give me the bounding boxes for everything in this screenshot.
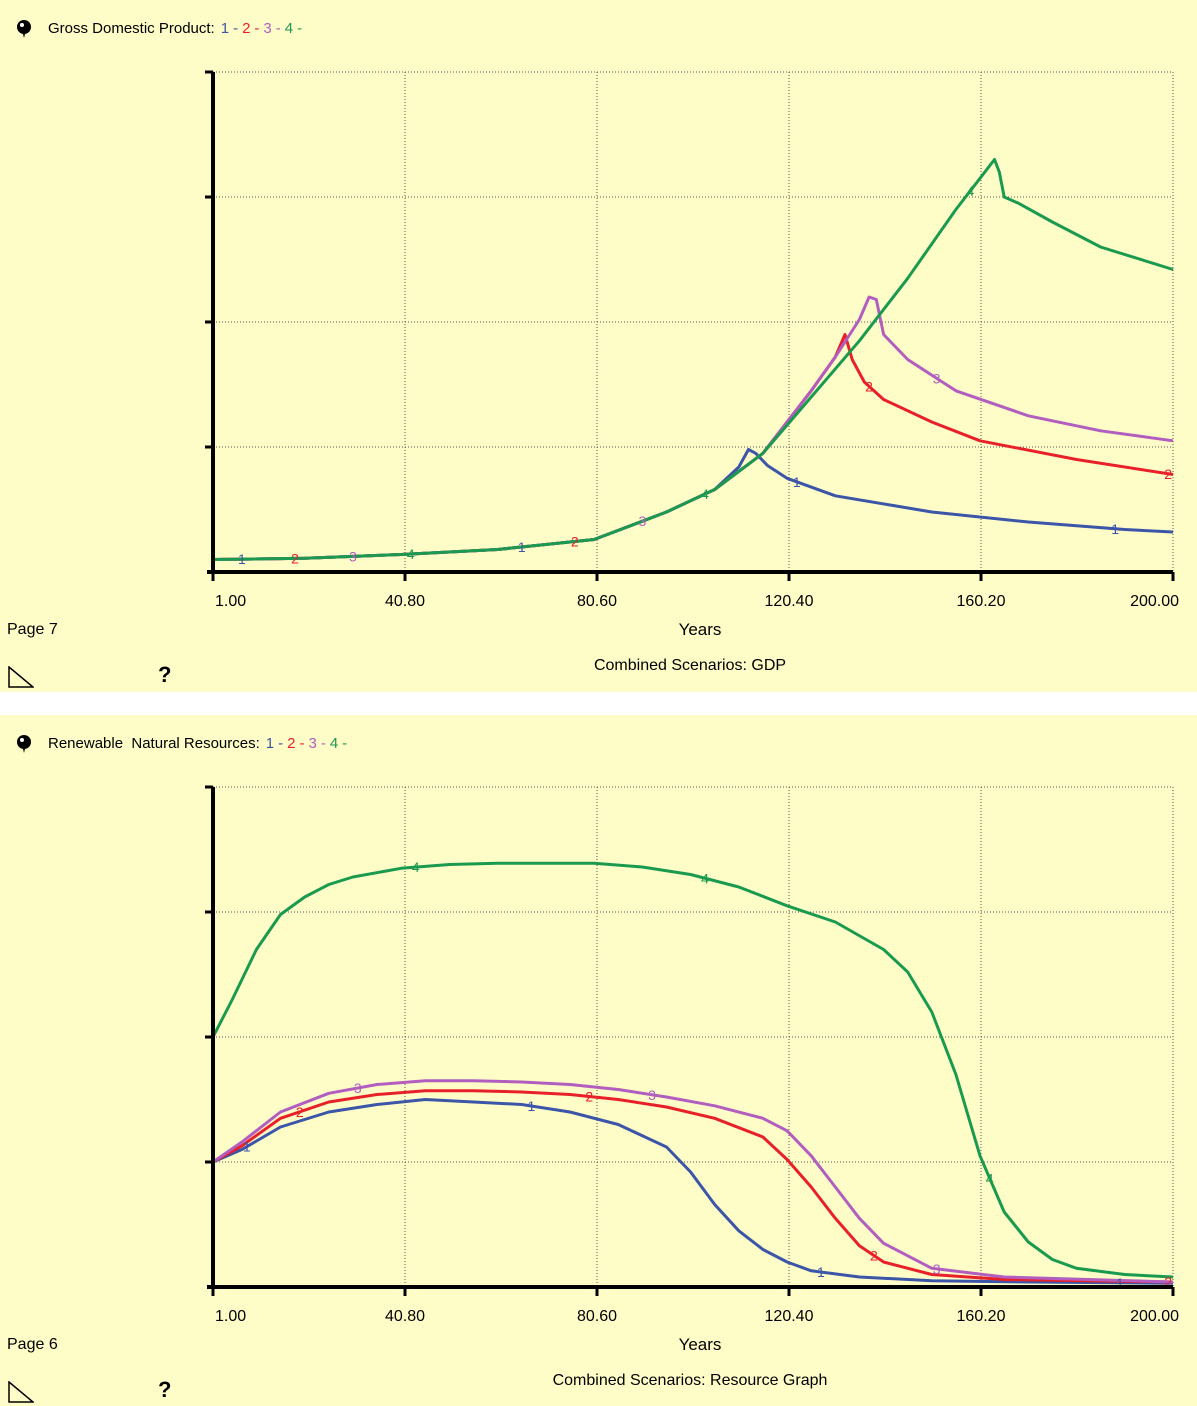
x-tick-label: 1.00 <box>215 1308 246 1325</box>
page-flip-icon[interactable] <box>8 1381 34 1403</box>
series-3-marker: 3 <box>933 1261 941 1277</box>
series-4-marker: 4 <box>701 870 709 886</box>
x-tick-label: 40.80 <box>385 593 425 610</box>
series-3-marker: 3 <box>349 548 357 564</box>
x-tick-label: 80.60 <box>577 1308 617 1325</box>
legend-entry-4: 4 <box>284 19 294 37</box>
series-3-marker: 3 <box>648 1087 656 1103</box>
series-4-marker: 4 <box>701 486 709 502</box>
resources-chart-plot: 1 1 1 1 2 2 2 2 3 3 3 4 4 4 1.00 40.80 80.60 120.40 160.20… <box>205 785 1179 1325</box>
page-label: Page 6 <box>7 1336 58 1353</box>
series-2-marker: 2 <box>291 550 299 566</box>
gdp-chart-plot: 1 1 1 1 2 2 2 2 3 3 3 4 4 4 1.00 40.80 80.60 120.40 160.20… <box>205 70 1179 610</box>
series-3-marker: 3 <box>933 370 941 386</box>
series-4-marker: 4 <box>966 183 974 199</box>
series-4-line <box>211 861 1174 1279</box>
series-1-line <box>212 448 1174 561</box>
resources-x-axis-title: Years <box>678 1335 722 1354</box>
series-4-marker: 4 <box>407 546 415 562</box>
legend-entry-1: 1 <box>265 734 275 752</box>
series-1-marker: 1 <box>1111 521 1119 537</box>
series-1-marker: 1 <box>793 474 801 490</box>
resources-legend: Renewable Natural Resources: 1- 2- 3- 4- <box>14 733 351 753</box>
help-icon[interactable]: ? <box>158 662 172 687</box>
x-tick-label: 200.00 <box>1130 593 1179 610</box>
series-4-marker: 4 <box>986 1170 994 1186</box>
series-1-marker: 1 <box>518 539 526 555</box>
series-1-marker: 1 <box>817 1264 825 1280</box>
x-tick-label: 160.20 <box>957 593 1006 610</box>
series-1-marker: 1 <box>1116 1275 1124 1291</box>
help-icon[interactable]: ? <box>158 1377 172 1402</box>
x-tick-label: 1.00 <box>215 593 246 610</box>
x-tick-label: 80.60 <box>577 593 617 610</box>
legend-entry-3: 3 <box>308 734 317 752</box>
legend-entry-4: 4 <box>329 734 339 752</box>
page-label: Page 7 <box>7 621 58 638</box>
x-tick-label: 120.40 <box>765 593 814 610</box>
x-tick-label: 40.80 <box>385 1308 425 1325</box>
gdp-caption: Combined Scenarios: GDP <box>593 657 787 674</box>
series-4-marker: 4 <box>412 859 420 875</box>
series-4-line <box>212 158 1174 561</box>
legend-entry-2: 2 <box>287 734 296 752</box>
series-1-marker: 1 <box>243 1139 251 1155</box>
series-2-line <box>212 1089 1174 1284</box>
grid <box>213 786 1174 1287</box>
gdp-x-axis-title: Years <box>678 620 722 639</box>
x-tick-label: 200.00 <box>1130 1308 1179 1325</box>
series-3-marker: 3 <box>354 1080 362 1096</box>
series-3-line <box>212 1079 1174 1284</box>
page-flip-icon[interactable] <box>8 666 34 688</box>
series-3-line <box>212 295 1174 561</box>
series-2-marker: 2 <box>1164 466 1172 482</box>
pushpin-icon[interactable] <box>14 733 34 753</box>
grid <box>213 71 1174 572</box>
series-3-marker: 3 <box>638 513 646 529</box>
series-2-marker: 2 <box>296 1104 304 1120</box>
series-1-marker: 1 <box>527 1098 535 1114</box>
series-2-marker: 2 <box>870 1248 878 1264</box>
resources-chart-title: Renewable Natural Resources: <box>48 734 260 752</box>
series-2-marker: 2 <box>571 534 579 550</box>
gdp-chart-title: Gross Domestic Product: <box>48 19 215 37</box>
resources-panel: Renewable Natural Resources: 1- 2- 3- 4-… <box>0 715 1197 1406</box>
legend-entry-1: 1 <box>220 19 230 37</box>
legend-entry-2: 2 <box>242 19 251 37</box>
x-tick-label: 160.20 <box>957 1308 1006 1325</box>
series-2-marker: 2 <box>585 1089 593 1105</box>
pushpin-icon[interactable] <box>14 18 34 38</box>
series-1-line <box>212 1098 1174 1285</box>
resources-caption: Combined Scenarios: Resource Graph <box>552 1372 828 1389</box>
series-2-marker: 2 <box>1164 1274 1172 1290</box>
series-1-marker: 1 <box>238 551 246 567</box>
gdp-legend: Gross Domestic Product: 1- 2- 3- 4- <box>14 18 306 38</box>
series-2-marker: 2 <box>865 378 873 394</box>
x-tick-label: 120.40 <box>765 1308 814 1325</box>
legend-entry-3: 3 <box>263 19 272 37</box>
